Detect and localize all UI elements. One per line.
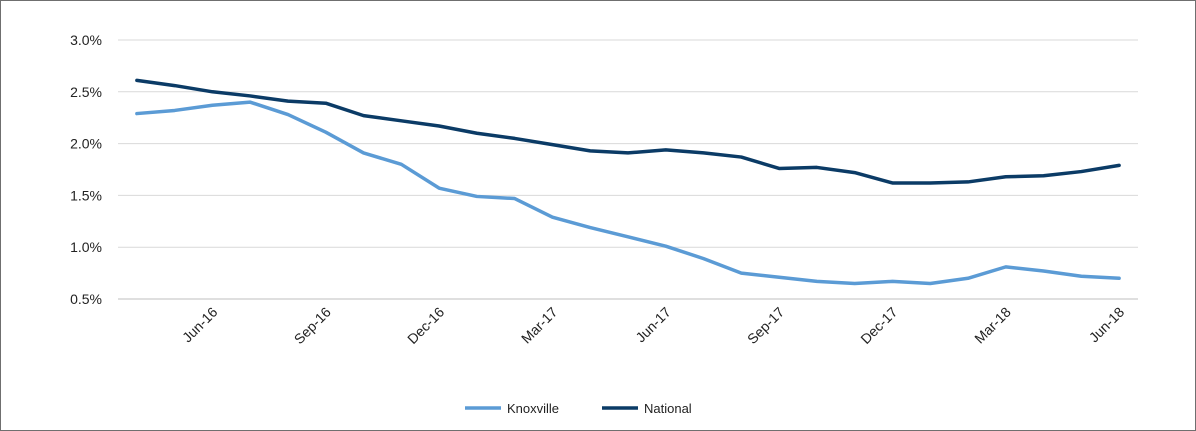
series-lines [135,78,1121,286]
y-tick-label: 3.0% [70,32,102,48]
x-tick-label: Jun-18 [1086,304,1128,346]
x-axis-tick-labels: Jun-16 Sep-16 Dec-16 Mar-17 Jun-17 Sep-17 Dec-… [179,304,1127,347]
y-axis-tick-labels: 0.5% 1.0% 1.5% 2.0% 2.5% 3.0% [70,32,102,307]
x-tick-label: Mar-18 [971,304,1014,347]
x-tick-label: Dec-16 [404,304,447,347]
y-tick-label: 2.0% [70,136,102,152]
gridlines [118,39,1138,300]
legend-label: National [644,401,692,416]
legend: Knoxville National [465,401,692,416]
y-tick-label: 0.5% [70,291,102,307]
x-tick-label: Mar-17 [518,304,561,347]
x-tick-label: Jun-17 [632,304,674,346]
legend-item-national: National [602,401,692,416]
series-line-national [135,78,1121,185]
x-tick-label: Dec-17 [857,304,900,347]
y-tick-label: 1.5% [70,187,102,203]
series-line-knoxville [135,100,1121,286]
legend-label: Knoxville [507,401,559,416]
y-tick-label: 1.0% [70,239,102,255]
x-tick-label: Sep-17 [744,304,787,347]
x-tick-label: Jun-16 [179,304,221,346]
legend-item-knoxville: Knoxville [465,401,559,416]
y-tick-label: 2.5% [70,84,102,100]
x-tick-label: Sep-16 [291,304,334,347]
